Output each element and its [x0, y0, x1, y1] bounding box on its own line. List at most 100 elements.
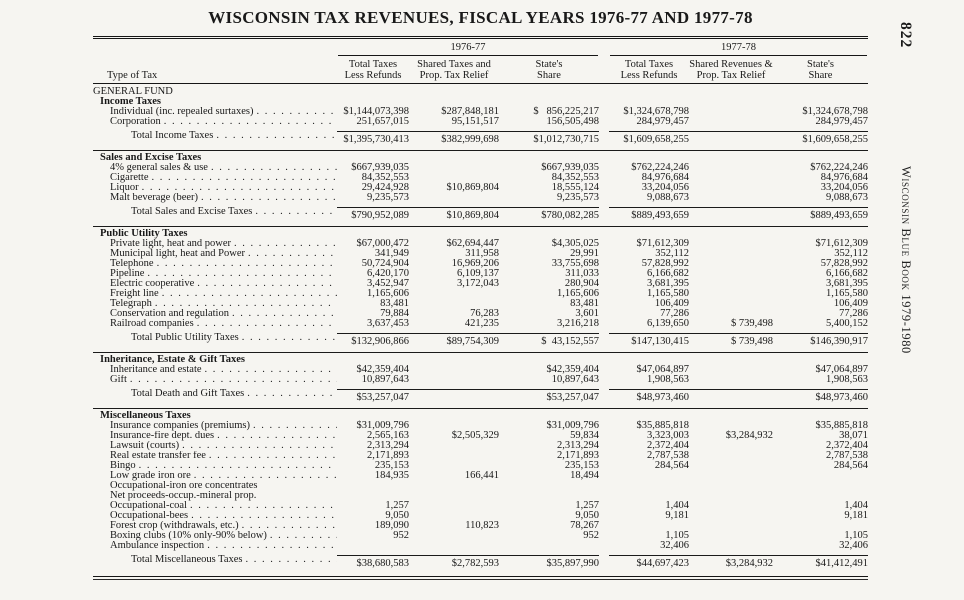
value-cell: 952	[583, 530, 599, 541]
row-label: Inheritance and estate	[110, 365, 202, 375]
value-cell	[689, 173, 773, 183]
value-cell	[689, 461, 773, 471]
value-cell: 1,165,606	[367, 288, 409, 299]
value-cell: $1,609,658,255	[773, 131, 868, 145]
leader-dots: . . . . . . . . . . . . . . . . . . . . …	[189, 501, 337, 511]
row-label: Ambulance inspection	[110, 541, 205, 551]
value-cell: 3,681,395	[826, 278, 868, 289]
value-cell: 95,151,517	[451, 116, 499, 127]
value-cell: $67,000,472	[356, 238, 410, 249]
tax-row: Ambulance inspection . . . . . . . . . .…	[93, 540, 868, 551]
value-cell	[689, 365, 773, 375]
row-label: Insurance-fire dept. dues	[110, 431, 215, 441]
tax-row: Occupational-bees . . . . . . . . . . . …	[93, 510, 868, 521]
value-cell: 235,153	[374, 460, 409, 471]
value-cell	[689, 269, 773, 279]
value-cell	[689, 193, 773, 203]
value-cell: 1,165,580	[826, 288, 868, 299]
value-cell: $382,999,698	[409, 131, 499, 145]
value-cell: 10,897,643	[551, 374, 599, 385]
leader-dots: . . . . . . . . . . . . . . . . . . . . …	[163, 117, 337, 127]
leader-dots: . . . . . . . . . . . . . . . . . . . . …	[207, 541, 337, 551]
value-cell	[773, 471, 868, 481]
value-cell	[409, 491, 499, 501]
value-cell: $1,144,073,398	[343, 106, 409, 117]
row-label: Pipeline	[110, 269, 145, 279]
total-row: Total Income Taxes . . . . . . . . . . .…	[93, 131, 868, 145]
value-cell: 9,235,573	[557, 192, 599, 203]
tax-row: Telegraph . . . . . . . . . . . . . . . …	[93, 298, 868, 309]
value-cell: 6,420,170	[367, 268, 409, 279]
value-cell: $1,012,730,715	[499, 131, 599, 145]
row-label: Sales and Excise Taxes	[100, 153, 202, 163]
row-label: Malt beverage (beer)	[110, 193, 199, 203]
value-cell: $762,224,246	[631, 162, 689, 173]
value-cell: $146,390,917	[773, 333, 868, 347]
value-cell: 33,755,698	[551, 258, 599, 269]
value-cell: 106,409	[654, 298, 689, 309]
total-row: Total Public Utility Taxes . . . . . . .…	[93, 333, 868, 347]
value-cell	[689, 259, 773, 269]
row-label: 4% general sales & use	[110, 163, 208, 173]
value-cell: 16,969,206	[451, 258, 499, 269]
leader-dots: . . . . . . . . . . . . . . . . . . . . …	[234, 239, 337, 249]
header-rule	[93, 83, 868, 84]
value-cell: $147,130,415	[609, 333, 689, 347]
value-cell	[689, 117, 773, 127]
leader-dots: . . . . . . . . . . . . . . . . . . . . …	[252, 421, 337, 431]
tax-row: Freight line . . . . . . . . . . . . . .…	[93, 288, 868, 299]
value-cell	[689, 183, 773, 193]
value-cell	[689, 511, 773, 521]
book-title: Wisconsin Blue Book 1979-1980	[899, 166, 913, 354]
row-label: Electric cooperative	[110, 279, 195, 289]
value-cell	[689, 375, 773, 385]
value-cell: $790,952,089	[337, 207, 409, 221]
value-cell: 29,424,928	[361, 182, 409, 193]
value-cell: $35,885,818	[815, 420, 869, 431]
value-cell: $667,939,035	[541, 162, 599, 173]
value-cell	[409, 193, 499, 203]
value-cell	[499, 481, 599, 491]
value-cell: $132,906,866	[337, 333, 409, 347]
value-cell: $62,694,447	[446, 238, 500, 249]
value-cell	[689, 249, 773, 259]
value-cell: $1,324,678,798	[623, 106, 689, 117]
table-section: GENERAL FUND Income Taxes Individual (inc.…	[93, 84, 868, 150]
value-cell: $31,009,796	[546, 420, 600, 431]
value-cell: 6,166,682	[647, 268, 689, 279]
row-label: Telegraph	[110, 299, 152, 309]
value-cell: 18,555,124	[551, 182, 599, 193]
row-label: Occupational-iron ore concentrates	[110, 481, 258, 491]
leader-dots: . . . . . . . . . . . . . . . . . . . . …	[256, 107, 337, 117]
row-label: Income Taxes	[100, 97, 161, 107]
leader-dots: . . . . . . . . . . . . . . . . . . . . …	[161, 289, 337, 299]
tax-row: Cigarette . . . . . . . . . . . . . . . …	[93, 172, 868, 183]
leader-dots: . . . . . . . . . . . . . . . . . . . . …	[138, 461, 337, 471]
value-cell: 189,090	[374, 520, 409, 531]
value-cell: 2,787,538	[826, 450, 868, 461]
value-cell: 18,494	[570, 470, 599, 481]
tax-row: Malt beverage (beer) . . . . . . . . . .…	[93, 192, 868, 203]
leader-dots: . . . . . . . . . . . . . . . . . . . . …	[147, 269, 337, 279]
value-cell	[689, 441, 773, 451]
value-cell: 5,400,152	[826, 318, 868, 329]
value-cell: 3,452,947	[367, 278, 409, 289]
row-label: Forest crop (withdrawals, etc.)	[110, 521, 239, 531]
value-cell: $889,493,659	[609, 207, 689, 221]
value-cell: $89,754,309	[409, 333, 499, 347]
column-header: State's Share	[807, 59, 834, 81]
row-label: Occupational-coal	[110, 501, 187, 511]
value-cell	[409, 501, 499, 511]
value-cell: $2,505,329	[451, 430, 499, 441]
value-cell: 166,441	[464, 470, 499, 481]
table-section: Miscellaneous Taxes Insurance companies (…	[93, 408, 868, 574]
row-label: Bingo	[110, 461, 136, 471]
tax-row: Liquor . . . . . . . . . . . . . . . . .…	[93, 182, 868, 193]
value-cell: 2,313,294	[557, 440, 599, 451]
value-cell	[409, 365, 499, 375]
tax-row: Individual (inc. repealed surtaxes) . . …	[93, 106, 868, 117]
value-cell: 33,204,056	[641, 182, 689, 193]
value-cell: 235,153	[564, 460, 599, 471]
row-label: Cigarette	[110, 173, 149, 183]
tax-row: Net proceeds-occup.-mineral prop.	[93, 491, 868, 501]
